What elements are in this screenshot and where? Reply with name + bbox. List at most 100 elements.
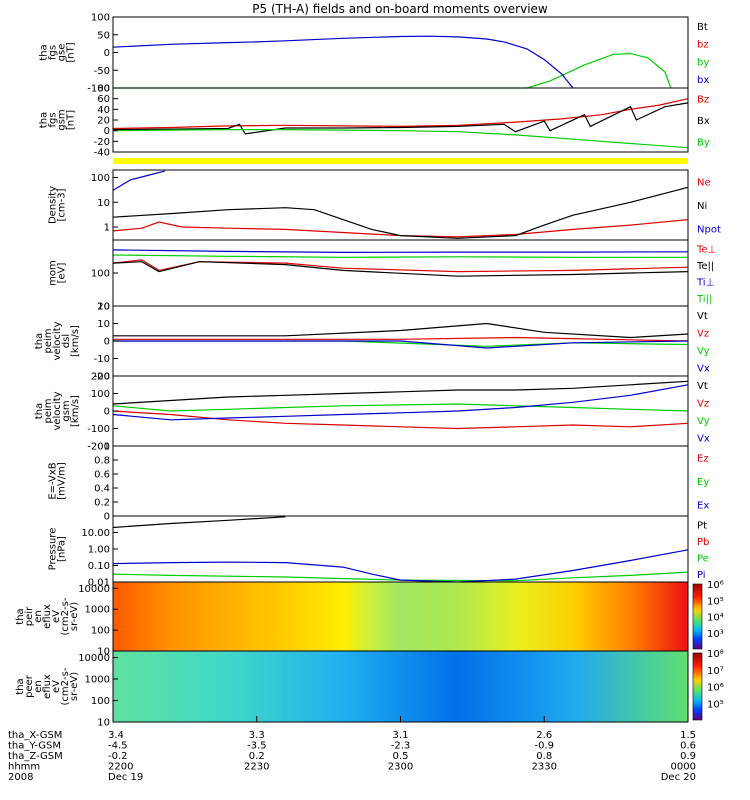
spectrogram-electron-spectrogram xyxy=(113,651,688,722)
legend-Te⊥: Te⊥ xyxy=(696,244,716,255)
x-axis-value: 0.2 xyxy=(249,751,265,762)
x-axis-row-label: 2008 xyxy=(8,772,33,783)
series-line-Pi xyxy=(112,549,689,583)
y-tick-label: 0.01 xyxy=(88,578,110,589)
panel-pressure: Pt Pb Pe Pi 10.00 1.00 0.10 0.01 Pressure[nPa] xyxy=(48,515,709,589)
y-tick-label: 1000 xyxy=(85,674,110,685)
y-axis-label: tha xyxy=(34,333,45,349)
series-line-bx xyxy=(112,35,574,89)
legend-Ni: Ni xyxy=(697,201,707,212)
x-axis-value: -3.5 xyxy=(247,741,267,752)
y-axis-label: [cm-3] xyxy=(57,188,68,221)
panel-temperature: Te⊥ Te|| Ti⊥ Ti|| 100 10 mom[eV] xyxy=(48,239,716,313)
panel-velocity-dsl: VtVzVyVx20100-10-20thapeimvelocitydsl[km… xyxy=(34,302,710,383)
y-axis-label: tha xyxy=(34,403,45,419)
y-axis-label: [km/s] xyxy=(70,395,81,427)
y-axis-label: peim xyxy=(43,398,54,423)
y-tick-label: 100 xyxy=(91,626,110,637)
x-axis-value: Dec 20 xyxy=(661,772,696,783)
legend-Ti||: Ti|| xyxy=(696,294,712,305)
y-tick-label: 10000 xyxy=(78,584,110,595)
legend-Ey: Ey xyxy=(697,477,709,488)
y-axis-label: eV xyxy=(51,680,62,693)
y-tick-label: -40 xyxy=(94,148,110,159)
spectrogram-ion-spectrogram xyxy=(113,582,688,651)
series-line-Ni xyxy=(112,186,689,239)
y-axis-label: eflux xyxy=(42,604,53,629)
legend-Pi: Pi xyxy=(697,570,706,581)
legend-Ne: Ne xyxy=(697,178,711,189)
colorbar-tick-label: 10⁶ xyxy=(707,580,724,591)
y-axis-label: [nT] xyxy=(66,110,77,130)
y-tick-label: 0.8 xyxy=(94,456,110,467)
y-tick-label: 100 xyxy=(91,13,110,24)
colorbar-gradient xyxy=(692,583,703,650)
y-axis-label: tha xyxy=(39,44,50,60)
y-axis-label: tha xyxy=(39,112,50,128)
y-tick-label: 1000 xyxy=(85,605,110,616)
x-axis-value: 2200 xyxy=(108,762,133,773)
y-axis-label: dsl xyxy=(61,334,72,348)
y-tick-label: 10000 xyxy=(78,653,110,664)
y-axis-label: peir xyxy=(24,606,35,626)
y-axis-label: [km/s] xyxy=(70,325,81,357)
x-axis-value: 3.3 xyxy=(249,730,265,741)
series-line-Vt xyxy=(113,322,689,339)
legend-Pb: Pb xyxy=(697,537,709,548)
series-line-Ti⊥ xyxy=(112,249,689,254)
x-axis-value: 0.6 xyxy=(680,741,696,752)
y-axis-label: [mV/m] xyxy=(57,462,68,500)
y-axis-label: [nPa] xyxy=(57,536,68,562)
series-line-Vx xyxy=(113,340,689,349)
x-axis-row-label: tha_Y-GSM xyxy=(8,741,61,752)
y-tick-label: 1 xyxy=(104,442,110,453)
y-axis-label: fgs xyxy=(48,112,59,127)
x-axis-value: 0.5 xyxy=(393,751,409,762)
y-axis-label: peer xyxy=(24,674,35,698)
legend-Ez: Ez xyxy=(697,454,709,465)
legend-Bx: Bx xyxy=(697,116,710,127)
panel-electron-spectrogram: 10⁸ 10⁷ 10⁶ 10⁵ 10000 1000 100 10 thapeereneflux… xyxy=(15,649,724,729)
y-tick-label: 0.6 xyxy=(94,470,110,481)
colorbar-tick-label: 10⁷ xyxy=(707,666,724,677)
y-tick-label: 50 xyxy=(97,30,110,41)
x-axis-value: 1.5 xyxy=(680,730,696,741)
y-axis-label: eflux xyxy=(42,674,53,699)
y-tick-label: 100 xyxy=(91,269,110,280)
x-axis-value: 2230 xyxy=(244,762,269,773)
series-line-Pe xyxy=(112,571,689,582)
legend-Ti⊥: Ti⊥ xyxy=(696,277,714,288)
series-line-by xyxy=(113,52,672,89)
panel-frame xyxy=(112,87,689,153)
y-axis-label: (cm2-s- xyxy=(60,667,71,705)
y-tick-label: 100 xyxy=(91,696,110,707)
colorbar-tick-label: 10⁸ xyxy=(707,649,724,660)
y-tick-label: 200 xyxy=(91,372,110,383)
legend-Vy: Vy xyxy=(697,346,710,357)
y-axis-label: sr-eV) xyxy=(69,602,80,631)
y-tick-label: -200 xyxy=(87,442,110,453)
series-line-Bz xyxy=(112,98,689,130)
y-tick-label: 10 xyxy=(97,198,110,209)
series-line-Vz xyxy=(112,410,689,430)
x-axis-value: -0.2 xyxy=(108,751,128,762)
series-line-Vx xyxy=(112,384,689,421)
y-tick-label: 1 xyxy=(104,223,110,234)
panel-velocity-gsm: Vt Vz Vy Vx 200 100 0 -100 -200 thapeimvelocitygs… xyxy=(34,372,710,453)
x-axis-value: 2330 xyxy=(532,762,557,773)
series-line-Te|| xyxy=(112,261,689,277)
y-axis-label: tha xyxy=(15,678,26,694)
colorbar-tick-label: 10³ xyxy=(707,629,724,640)
status-bar xyxy=(113,158,688,164)
x-axis-value: 2.6 xyxy=(536,730,552,741)
x-axis-value: 0.9 xyxy=(680,751,696,762)
legend-Ex: Ex xyxy=(697,500,709,511)
colorbar: 10⁶ 10⁵ 10⁴ 10³ xyxy=(692,580,724,650)
colorbar-gradient xyxy=(692,652,703,721)
x-axis-row-label: tha_Z-GSM xyxy=(8,751,63,762)
colorbar-tick-label: 10⁴ xyxy=(707,613,724,624)
series-line-Bx xyxy=(112,102,689,135)
panel-ion-spectrogram: 10⁶ 10⁵ 10⁴ 10³ 10000 1000 100 10 thapeireneflux… xyxy=(15,580,724,658)
y-tick-label: 0 xyxy=(104,512,110,523)
panel-frame xyxy=(112,515,689,583)
